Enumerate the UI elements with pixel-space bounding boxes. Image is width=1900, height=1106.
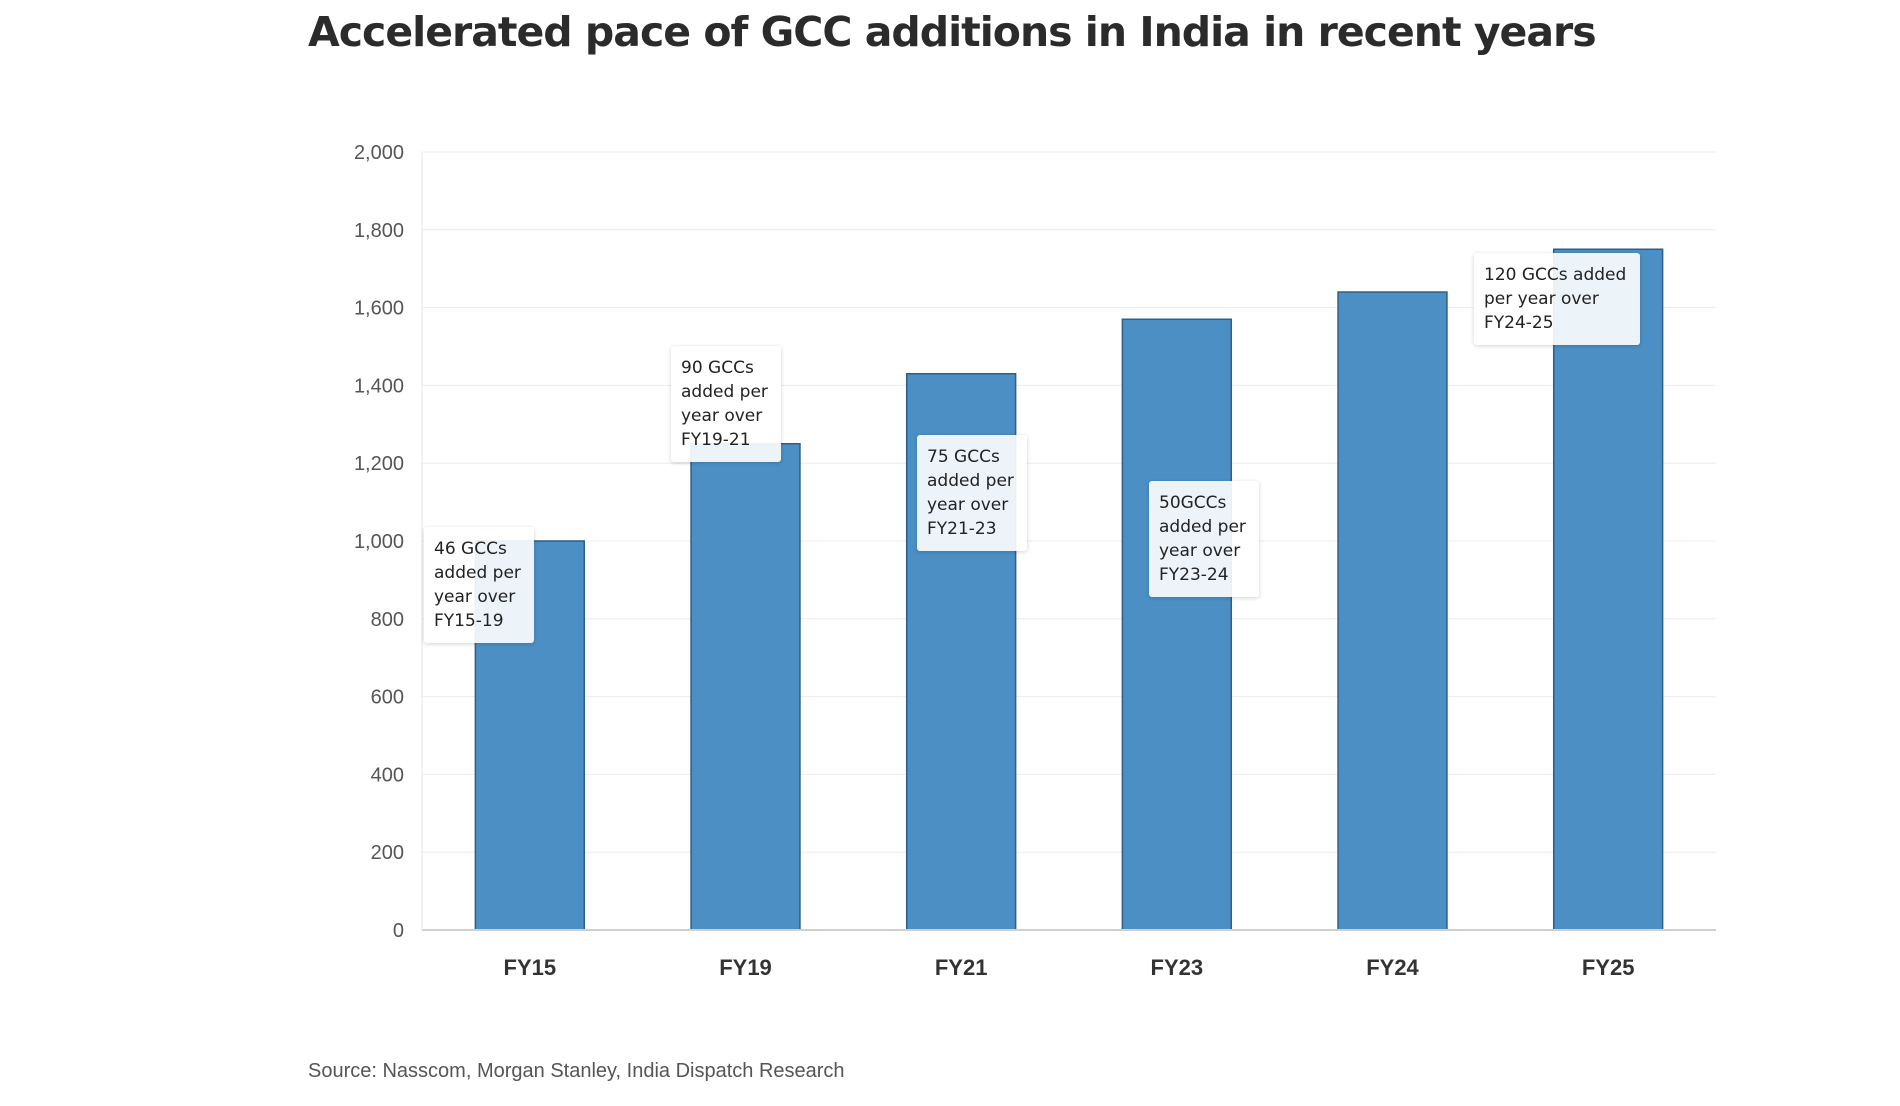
y-tick-label: 400 bbox=[371, 764, 404, 786]
gridlines bbox=[422, 151, 1716, 853]
annotation-line: added per bbox=[681, 382, 768, 402]
annotation-line: year over bbox=[434, 587, 516, 607]
y-tick-label: 600 bbox=[371, 687, 404, 709]
annotation-line: year over bbox=[1159, 541, 1241, 561]
x-tick-label: FY19 bbox=[719, 955, 772, 980]
y-tick-label: 200 bbox=[371, 842, 404, 864]
annotation-line: 90 GCCs bbox=[681, 358, 754, 378]
x-tick-label: FY25 bbox=[1582, 955, 1635, 980]
annotation-line: year over bbox=[927, 495, 1009, 515]
y-tick-label: 1,000 bbox=[354, 531, 404, 553]
annotation-line: FY21-23 bbox=[927, 519, 997, 539]
y-tick-label: 1,600 bbox=[354, 298, 404, 320]
annotation-line: added per bbox=[927, 471, 1014, 491]
y-tick-label: 0 bbox=[393, 920, 404, 942]
annotation-line: 120 GCCs added bbox=[1484, 265, 1627, 285]
annotation-line: FY24-25 bbox=[1484, 313, 1554, 333]
annotation-line: 46 GCCs bbox=[434, 539, 507, 559]
annotation-fy23: 50GCCs added per year over FY23-24 bbox=[1149, 481, 1259, 597]
annotation-fy25: 120 GCCs added per year over FY24-25 bbox=[1474, 253, 1640, 345]
bar-fy23 bbox=[1121, 318, 1233, 931]
x-tick-label: FY24 bbox=[1366, 955, 1419, 980]
annotation-line: FY15-19 bbox=[434, 611, 504, 631]
y-tick-label: 2,000 bbox=[354, 142, 404, 164]
annotation-line: FY19-21 bbox=[681, 430, 751, 450]
bar-fy19 bbox=[690, 443, 801, 931]
annotation-fy15: 46 GCCs added per year over FY15-19 bbox=[424, 527, 534, 643]
y-tick-label: 800 bbox=[371, 609, 404, 631]
annotation-line: added per bbox=[1159, 517, 1246, 537]
annotation-line: per year over bbox=[1484, 289, 1599, 309]
annotation-line: year over bbox=[681, 406, 763, 426]
y-tick-label: 1,200 bbox=[354, 453, 404, 475]
annotation-line: 75 GCCs bbox=[927, 447, 1000, 467]
annotation-line: 50GCCs bbox=[1159, 493, 1227, 513]
y-axis-ticks: 0 200 400 600 800 1,000 1,200 1,400 1,600 1,800 2,… bbox=[354, 142, 404, 942]
bar-fy24 bbox=[1337, 291, 1448, 931]
source-note: Source: Nasscom, Morgan Stanley, India D… bbox=[308, 1060, 845, 1082]
bar-fy25 bbox=[1552, 248, 1664, 931]
chart-title: Accelerated pace of GCC additions in Ind… bbox=[308, 8, 1597, 56]
x-tick-label: FY23 bbox=[1151, 955, 1204, 980]
annotation-line: added per bbox=[434, 563, 521, 583]
bars bbox=[474, 248, 1664, 931]
annotation-line: FY23-24 bbox=[1159, 565, 1229, 585]
x-tick-label: FY15 bbox=[504, 955, 557, 980]
x-tick-label: FY21 bbox=[935, 955, 988, 980]
annotation-fy21: 75 GCCs added per year over FY21-23 bbox=[917, 435, 1027, 551]
y-tick-label: 1,400 bbox=[354, 375, 404, 397]
x-axis-ticks: FY15 FY19 FY21 FY23 FY24 FY25 bbox=[504, 955, 1635, 980]
y-tick-label: 1,800 bbox=[354, 220, 404, 242]
annotation-fy19: 90 GCCs added per year over FY19-21 bbox=[671, 346, 781, 462]
